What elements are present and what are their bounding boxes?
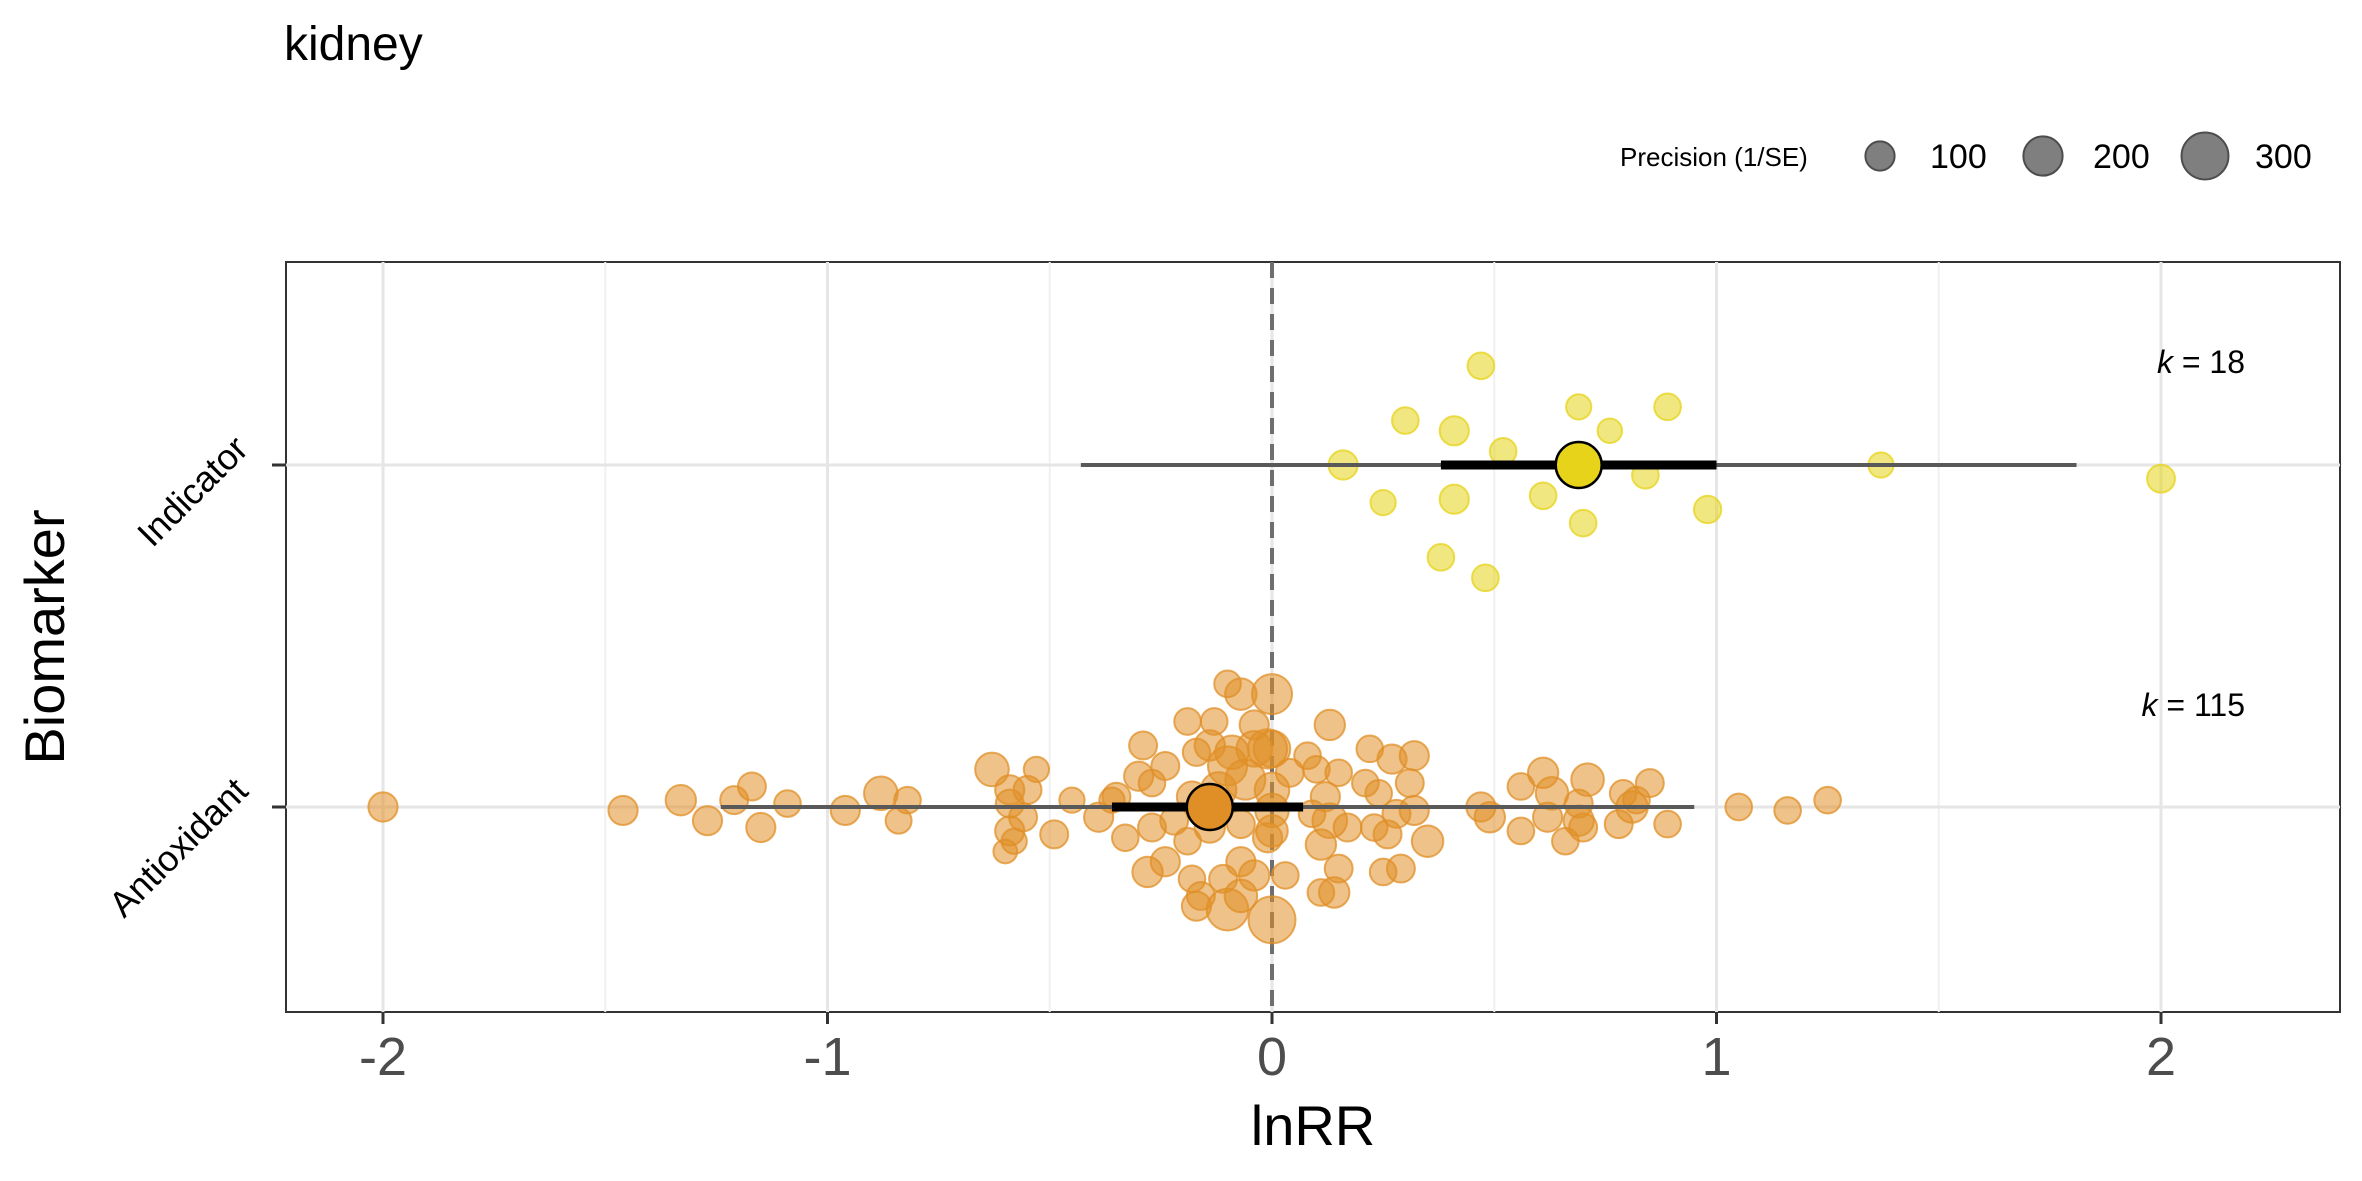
effect-point <box>1813 785 1842 815</box>
effect-point <box>1438 483 1470 515</box>
effect-point <box>1368 857 1398 887</box>
effect-point <box>1394 768 1425 799</box>
y-tick-label: Antioxidant <box>101 770 256 925</box>
effect-point <box>1596 417 1624 445</box>
effect-point <box>1506 772 1536 801</box>
effect-point <box>829 794 861 827</box>
effect-point <box>1250 673 1294 716</box>
x-tick-label: -1 <box>803 1027 851 1087</box>
series-indicator <box>1080 351 2176 593</box>
effect-point <box>1603 809 1634 840</box>
x-tick-label: 0 <box>1257 1027 1287 1087</box>
effect-point <box>1110 823 1140 853</box>
effect-point <box>1410 824 1445 858</box>
effect-point <box>1039 819 1070 850</box>
k-value: = 18 <box>2173 344 2245 380</box>
x-axis: -2 -1 0 1 2 <box>359 1012 2176 1087</box>
effect-point <box>1692 494 1723 525</box>
chart-title: kidney <box>284 18 423 71</box>
effect-point <box>1391 406 1420 435</box>
effect-point <box>1773 796 1802 825</box>
legend-label: 200 <box>2093 138 2150 176</box>
x-axis-title: lnRR <box>1251 1094 1375 1157</box>
series-antioxidant <box>367 669 1842 945</box>
effect-point <box>1568 812 1599 843</box>
legend-size-key <box>2180 131 2230 181</box>
k-label: k = 115 <box>2142 687 2245 723</box>
effect-point <box>773 789 802 818</box>
effect-point <box>1634 768 1665 799</box>
effect-point <box>1252 729 1292 769</box>
effect-point <box>1128 730 1159 761</box>
effect-point <box>1398 794 1430 827</box>
effect-point <box>1653 392 1682 422</box>
legend-title: Precision (1/SE) <box>1620 142 1808 172</box>
y-axis: Indicator Antioxidant <box>101 428 286 925</box>
effect-point <box>367 791 399 823</box>
effect-point <box>1438 415 1470 447</box>
y-axis-title: Biomarker <box>13 509 76 764</box>
k-label: k = 18 <box>2157 344 2245 380</box>
effect-point <box>1173 707 1202 736</box>
effect-point <box>1304 828 1338 861</box>
legend-label: 100 <box>1930 138 1987 176</box>
effect-point <box>1369 488 1397 517</box>
effect-point <box>1137 812 1167 843</box>
effect-point <box>1426 543 1456 572</box>
effect-point <box>1318 876 1351 909</box>
effect-point <box>1565 393 1593 421</box>
effect-point <box>1022 755 1051 784</box>
effect-point <box>884 806 913 835</box>
effect-point <box>1223 878 1259 914</box>
effect-point <box>1653 809 1682 839</box>
legend-size-key <box>2022 135 2064 177</box>
effect-point <box>1372 819 1403 850</box>
effect-point <box>1324 758 1353 788</box>
effect-point <box>1471 563 1500 593</box>
effect-point <box>1724 792 1754 822</box>
k-symbol: k <box>2157 344 2175 380</box>
effect-point <box>1332 812 1363 843</box>
chart-marks: k = 18k = 115 <box>367 262 2245 1012</box>
effect-point <box>1173 826 1202 856</box>
effect-point <box>1531 801 1564 833</box>
effect-point <box>1473 801 1506 834</box>
effect-point <box>1398 740 1430 772</box>
x-tick-label: 2 <box>2146 1027 2176 1087</box>
effect-point <box>2146 463 2176 494</box>
k-symbol: k <box>2142 687 2160 723</box>
effect-point <box>1247 895 1297 945</box>
effect-point <box>992 838 1019 865</box>
effect-point <box>736 771 767 802</box>
legend-label: 300 <box>2255 138 2312 176</box>
legend: Precision (1/SE) 100 200 300 <box>1620 131 2312 181</box>
legend-size-key <box>1864 140 1896 172</box>
effect-point <box>607 794 639 827</box>
pooled-estimate <box>1554 440 1603 490</box>
effect-point <box>745 811 777 844</box>
effect-point <box>1150 750 1181 781</box>
pooled-estimate <box>1185 782 1235 832</box>
y-tick-label: Indicator <box>129 428 256 555</box>
effect-point <box>664 783 698 817</box>
effect-point <box>1506 816 1536 846</box>
effect-point <box>1528 481 1558 511</box>
effect-point <box>1149 846 1181 878</box>
effect-point <box>1466 351 1496 381</box>
effect-point <box>1271 861 1300 890</box>
x-tick-label: 1 <box>1701 1027 1731 1087</box>
effect-point <box>1568 508 1598 538</box>
k-value: = 115 <box>2158 687 2245 723</box>
effect-point <box>1255 814 1289 848</box>
effect-point <box>1313 708 1346 742</box>
effect-point <box>1570 762 1605 797</box>
effect-point <box>691 805 724 837</box>
x-tick-label: -2 <box>359 1027 407 1087</box>
